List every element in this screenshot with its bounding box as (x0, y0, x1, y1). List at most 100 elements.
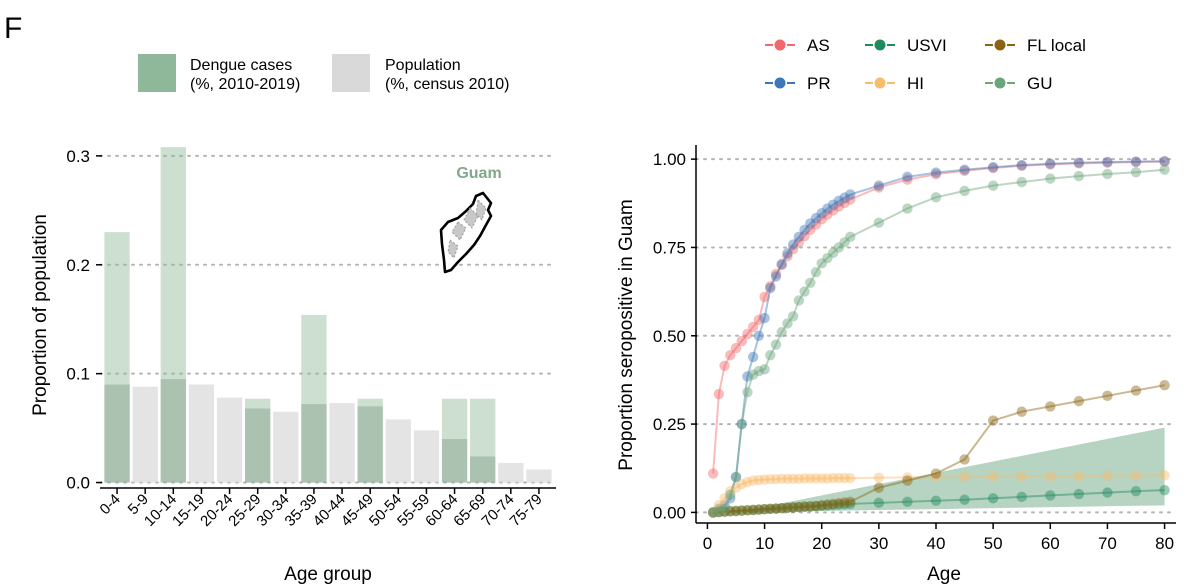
data-point (959, 471, 970, 483)
data-point (707, 507, 719, 518)
data-point (730, 505, 742, 517)
data-point (1016, 471, 1027, 482)
data-point (736, 505, 747, 516)
data-point (713, 505, 725, 516)
data-point (770, 339, 782, 350)
right-x-tick-label: 80 (1155, 534, 1174, 553)
data-point (725, 489, 736, 500)
data-point (793, 501, 805, 513)
right-y-tick-label: 0.00 (653, 503, 686, 522)
data-point (1130, 470, 1142, 481)
data-point (742, 328, 753, 340)
data-point (1102, 156, 1113, 168)
data-point (1102, 470, 1113, 481)
data-point (930, 169, 942, 180)
data-point (1159, 380, 1170, 391)
data-point (1159, 156, 1170, 167)
data-point (873, 182, 885, 193)
data-point (1073, 470, 1085, 482)
data-point (799, 224, 810, 235)
data-point (1045, 158, 1056, 169)
data-point (873, 180, 885, 191)
data-point (930, 192, 942, 203)
legend-key-marker (994, 39, 1006, 51)
data-point (833, 201, 845, 212)
data-point (787, 239, 799, 250)
right-x-tick-label: 0 (703, 534, 712, 553)
right-series (707, 156, 1170, 518)
right-x-tick-label: 40 (927, 534, 946, 553)
data-point (1130, 167, 1142, 178)
data-point (902, 171, 913, 182)
population-bar (301, 404, 327, 483)
data-point (902, 496, 913, 508)
right-x-tick-label: 60 (1041, 534, 1060, 553)
data-point (1016, 176, 1027, 188)
data-point (765, 282, 776, 294)
data-point (707, 468, 719, 479)
data-point (719, 360, 730, 371)
population-bar (413, 430, 440, 483)
data-point (1102, 157, 1113, 168)
data-point (822, 500, 833, 511)
legend-label-dengue: Dengue cases (190, 57, 292, 74)
data-point (753, 504, 765, 515)
data-point (810, 219, 822, 230)
data-point (782, 473, 793, 485)
data-point (707, 507, 719, 518)
data-point (753, 504, 765, 515)
data-point (776, 502, 787, 514)
legend-label: HI (907, 74, 924, 93)
data-point (765, 503, 776, 515)
data-point (1073, 157, 1085, 168)
data-point (742, 505, 753, 516)
data-point (959, 494, 970, 505)
data-point (810, 266, 822, 278)
guam-island-icon (439, 191, 493, 274)
data-point (713, 506, 725, 518)
data-point (873, 472, 885, 483)
data-point (902, 475, 913, 486)
left-legend: Dengue cases (%, 2010-2019) Population (… (138, 54, 510, 93)
data-point (810, 212, 822, 224)
data-point (1130, 486, 1142, 497)
data-point (987, 162, 999, 174)
series-usvi (707, 484, 1170, 518)
data-point (959, 164, 970, 175)
data-point (742, 387, 753, 398)
data-point (822, 203, 833, 214)
guam-label: Guam (456, 165, 501, 182)
legend-key-marker (874, 77, 886, 89)
data-point (753, 474, 765, 486)
data-point (827, 499, 839, 511)
data-point (753, 314, 765, 326)
data-point (725, 506, 736, 517)
data-point (810, 500, 822, 512)
data-point (845, 472, 856, 484)
population-bar (526, 469, 552, 483)
legend-swatch-dengue (138, 54, 176, 92)
data-point (827, 199, 839, 210)
data-point (816, 500, 827, 511)
data-point (827, 498, 839, 510)
data-point (902, 203, 913, 214)
population-bar (385, 419, 411, 483)
data-point (1130, 385, 1142, 396)
series-line (713, 489, 1165, 514)
data-point (1045, 173, 1056, 184)
right-gridlines (695, 158, 1177, 514)
left-x-axis-label: Age group (284, 564, 372, 585)
right-panel: AS USVI FL local PR HI GU 0.00 0.25 0.50 0.75 1.0… (616, 36, 1177, 585)
series-gu (707, 164, 1170, 518)
data-point (736, 478, 747, 490)
data-point (747, 321, 759, 333)
data-point (1045, 159, 1056, 170)
data-point (987, 162, 999, 173)
data-point (987, 415, 999, 426)
data-point (782, 502, 793, 514)
left-y-tick-label: 0.2 (66, 256, 90, 275)
right-x-tick-label: 70 (1098, 534, 1117, 553)
legend-label: FL local (1027, 36, 1086, 55)
data-point (765, 473, 776, 485)
data-point (787, 473, 799, 485)
